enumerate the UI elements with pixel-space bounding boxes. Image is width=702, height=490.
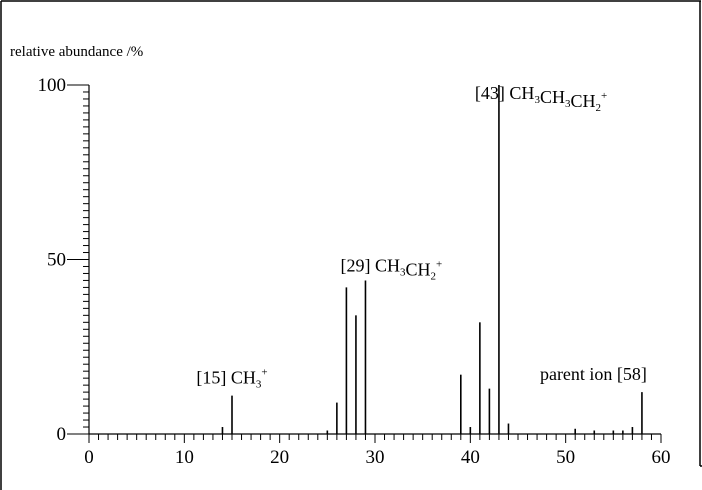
x-tick-label: 20 bbox=[270, 447, 289, 468]
x-tick-label: 40 bbox=[461, 447, 480, 468]
y-axis-label: relative abundance /% bbox=[10, 44, 143, 60]
peak-annotation: [43] CH3CH3CH2+ bbox=[475, 83, 607, 114]
x-tick-label: 60 bbox=[652, 447, 671, 468]
ticks: 0 10 20 30 40 50 60 0 50 100 bbox=[38, 75, 671, 468]
x-tick-label: 10 bbox=[175, 447, 194, 468]
y-tick-label: 0 bbox=[57, 424, 67, 445]
y-tick-label: 50 bbox=[47, 250, 66, 271]
peak-annotation: [29] CH3CH2+ bbox=[340, 255, 442, 282]
annotations: [15] CH3+ [29] CH3CH2+ [43] CH3CH3CH2+ pare… bbox=[196, 83, 647, 391]
peak-annotation: [15] CH3+ bbox=[196, 367, 267, 391]
x-tick-label: 30 bbox=[366, 447, 385, 468]
peaks bbox=[221, 85, 643, 434]
peak-annotation: parent ion [58] bbox=[540, 364, 647, 384]
x-tick-label: 0 bbox=[84, 447, 94, 468]
y-tick-label: 100 bbox=[38, 75, 67, 96]
x-tick-label: 50 bbox=[556, 447, 575, 468]
